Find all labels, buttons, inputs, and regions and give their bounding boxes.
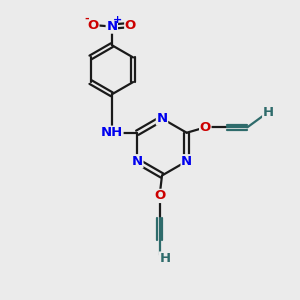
Text: H: H: [263, 106, 274, 119]
Text: O: O: [88, 19, 99, 32]
Text: N: N: [132, 155, 143, 168]
Text: O: O: [154, 189, 165, 203]
Text: N: N: [106, 20, 117, 33]
Text: H: H: [159, 252, 171, 265]
Text: NH: NH: [101, 126, 123, 139]
Text: N: N: [156, 112, 168, 125]
Text: N: N: [181, 155, 192, 168]
Text: -: -: [84, 14, 89, 23]
Text: O: O: [200, 121, 211, 134]
Text: +: +: [112, 15, 122, 25]
Text: O: O: [125, 19, 136, 32]
